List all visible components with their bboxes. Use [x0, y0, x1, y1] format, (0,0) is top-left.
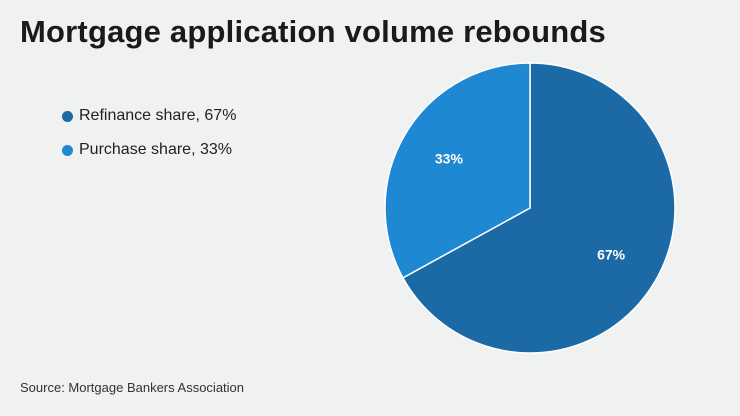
slice-label-purchase: 33%	[435, 151, 464, 167]
legend-swatch-refinance	[62, 110, 73, 122]
legend-label-refinance: Refinance share, 67%	[79, 107, 237, 124]
chart-title: Mortgage application volume rebounds	[20, 14, 606, 49]
source-note: Source: Mortgage Bankers Association	[20, 380, 245, 395]
legend-item-purchase: Purchase share, 33%	[62, 138, 236, 162]
pie-slice-refinance	[401, 62, 676, 354]
legend-item-refinance: Refinance share, 67%	[62, 104, 236, 128]
legend-label-purchase: Purchase share, 33%	[79, 141, 232, 158]
slice-label-refinance: 67%	[597, 247, 626, 263]
legend: Refinance share, 67% Purchase share, 33%	[62, 104, 236, 172]
pie-slice-purchase	[384, 62, 531, 279]
legend-swatch-purchase	[62, 144, 73, 156]
